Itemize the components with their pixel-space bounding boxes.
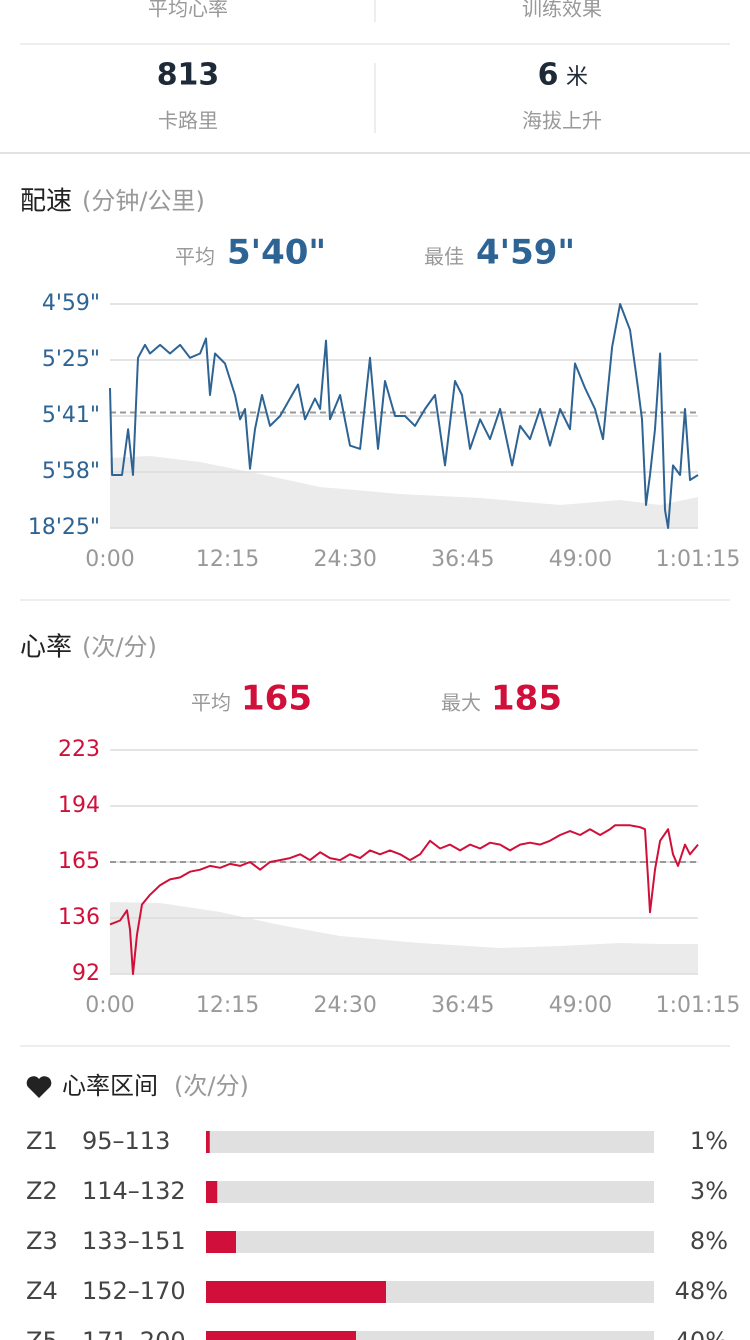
summary-label: 平均 <box>175 245 215 269</box>
zone-range: 152–170 <box>82 1277 186 1305</box>
y-tick-label: 223 <box>58 737 100 762</box>
y-tick-label: 92 <box>72 961 100 986</box>
x-tick-label: 49:00 <box>549 993 612 1018</box>
y-tick-label: 5'58" <box>42 459 100 484</box>
zone-track <box>206 1231 654 1253</box>
stat-value: 6 <box>538 58 559 93</box>
y-tick-label: 194 <box>58 793 100 818</box>
zone-name: Z2 <box>26 1177 58 1205</box>
zone-percent: 3% <box>690 1177 728 1205</box>
zone-name: Z1 <box>26 1127 58 1155</box>
zone-bar <box>206 1181 218 1203</box>
x-tick-label: 24:30 <box>313 993 376 1018</box>
section-title: 心率区间 <box>62 1072 158 1100</box>
zone-range: 95–113 <box>82 1127 170 1155</box>
summary-label: 平均 <box>191 691 231 715</box>
x-tick-label: 24:30 <box>313 547 376 572</box>
section-subtitle: (分钟/公里) <box>82 187 205 215</box>
zone-bar <box>206 1331 356 1340</box>
zone-track <box>206 1331 654 1340</box>
stat-label: 海拔上升 <box>522 109 602 133</box>
stat-label: 卡路里 <box>158 109 218 133</box>
zone-percent: 1% <box>690 1127 728 1155</box>
zone-percent: 8% <box>690 1227 728 1255</box>
zone-name: Z5 <box>26 1327 58 1340</box>
y-tick-label: 5'25" <box>42 347 100 372</box>
zone-name: Z3 <box>26 1227 58 1255</box>
stat-label: 训练效果 <box>522 0 602 21</box>
x-tick-label: 1:01:15 <box>656 993 741 1018</box>
section-subtitle: (次/分) <box>82 633 157 661</box>
section-title: 配速 <box>20 187 72 217</box>
heart-icon <box>26 1076 52 1098</box>
zone-bar <box>206 1131 210 1153</box>
section-title: 心率 <box>20 633 72 663</box>
summary-value: 5'40" <box>227 233 326 273</box>
y-tick-label: 165 <box>58 849 100 874</box>
zone-percent: 40% <box>675 1327 728 1340</box>
zone-track <box>206 1181 654 1203</box>
x-tick-label: 36:45 <box>431 993 494 1018</box>
zone-bar <box>206 1231 236 1253</box>
stat-label: 平均心率 <box>148 0 228 21</box>
zone-track <box>206 1131 654 1153</box>
x-tick-label: 12:15 <box>196 993 259 1018</box>
x-tick-label: 12:15 <box>196 547 259 572</box>
x-tick-label: 0:00 <box>85 993 134 1018</box>
y-tick-label: 5'41" <box>42 403 100 428</box>
summary-value: 165 <box>241 679 312 719</box>
summary-label: 最大 <box>441 691 481 715</box>
y-tick-label: 4'59" <box>42 291 100 316</box>
section-divider <box>0 152 750 154</box>
x-tick-label: 1:01:15 <box>656 547 741 572</box>
data-line <box>109 303 699 529</box>
zone-range: 114–132 <box>82 1177 186 1205</box>
summary-label: 最佳 <box>424 245 464 269</box>
zone-bar <box>206 1281 386 1303</box>
background-area <box>110 902 698 974</box>
section-subtitle: (次/分) <box>174 1072 249 1100</box>
x-tick-label: 49:00 <box>549 547 612 572</box>
y-tick-label: 136 <box>58 905 100 930</box>
zone-range: 133–151 <box>82 1227 186 1255</box>
summary-value: 4'59" <box>476 233 575 273</box>
x-tick-label: 36:45 <box>431 547 494 572</box>
stat-unit: 米 <box>566 65 588 90</box>
zone-percent: 48% <box>675 1277 728 1305</box>
stat-value: 813 <box>157 58 220 93</box>
zone-range: 171–200 <box>82 1327 186 1340</box>
y-tick-label: 18'25" <box>28 515 100 540</box>
x-tick-label: 0:00 <box>85 547 134 572</box>
zone-name: Z4 <box>26 1277 58 1305</box>
background-area <box>110 456 698 528</box>
data-line <box>109 824 699 975</box>
summary-value: 185 <box>491 679 562 719</box>
